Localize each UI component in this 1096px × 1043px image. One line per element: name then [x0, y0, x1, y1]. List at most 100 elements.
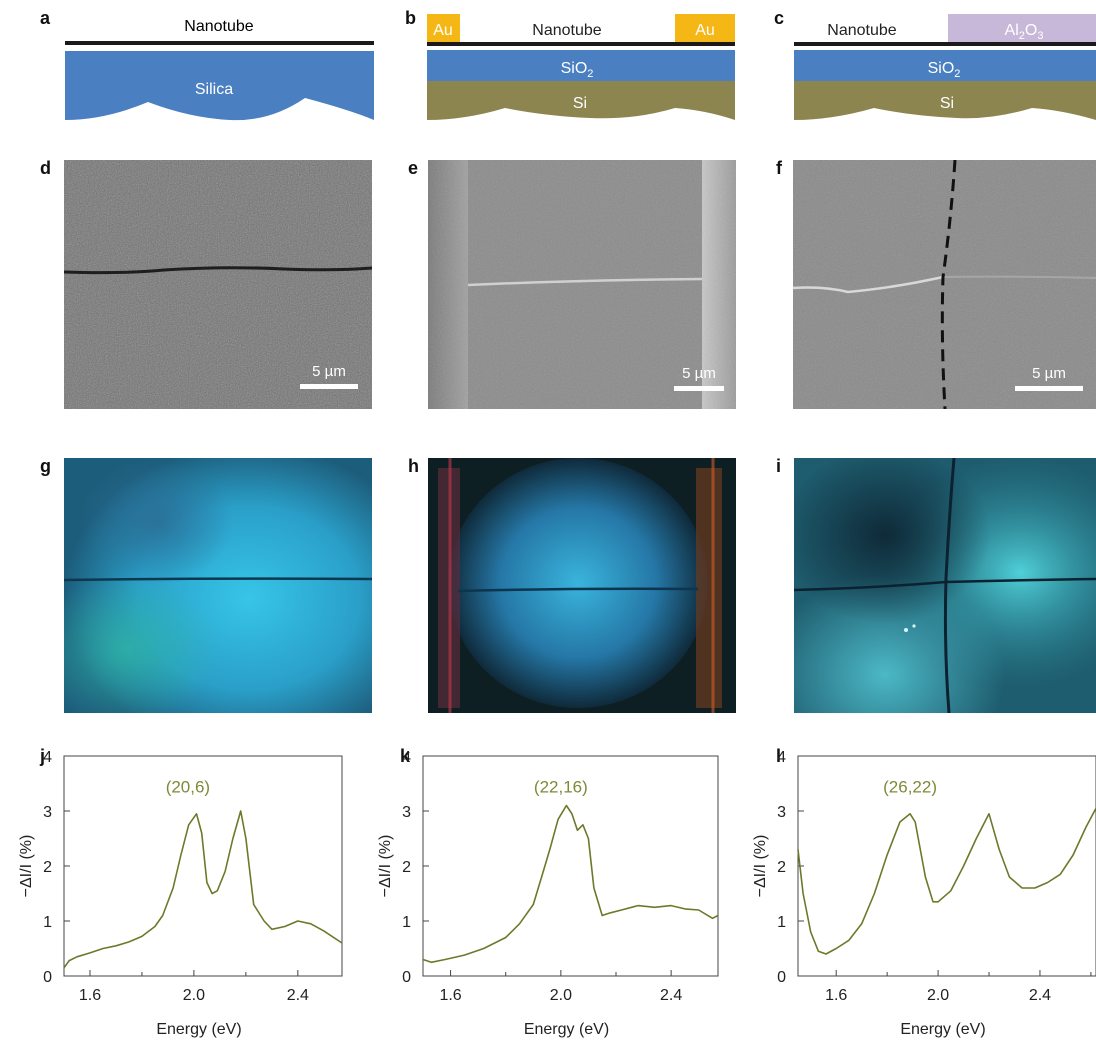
x-tick-label: 2.0: [927, 987, 949, 1004]
panel-label-a: a: [40, 8, 51, 28]
y-axis-label: −ΔI/I (%): [378, 835, 394, 898]
x-tick-label: 1.6: [825, 987, 847, 1004]
y-axis-label: −ΔI/I (%): [752, 835, 769, 898]
spectrum-chart-j: 0 1 2 3 4 1.6 2.0 2.4 Energy (eV) −ΔI/I (%) (20,6): [18, 749, 343, 1038]
scale-bar-label: 5 µm: [1032, 365, 1066, 382]
x-axis-label: Energy (eV): [524, 1021, 609, 1038]
nanotube-label: Nanotube: [532, 22, 601, 39]
schematic-b: Au Au Nanotube SiO2 Si: [427, 14, 735, 120]
y-tick-label: 3: [402, 804, 411, 821]
silica-substrate: [65, 51, 374, 121]
x-tick-label: 2.0: [550, 987, 572, 1004]
y-tick-label: 4: [43, 749, 52, 766]
x-axis-label: Energy (eV): [900, 1021, 985, 1038]
au-contact-left: [427, 14, 460, 44]
al2o3-label: Al2O3: [1005, 22, 1044, 42]
x-tick-label: 1.6: [79, 987, 101, 1004]
nanotube-trace-covered: [942, 275, 1096, 279]
sio2-layer: [794, 50, 1096, 81]
spectrum-line: [797, 807, 1096, 955]
panel-label-j: j: [40, 746, 46, 766]
spectrum-chart-l: 0 1 2 3 4 1.6 2.0 2.4 Energy (eV) −ΔI/I (%) (26,22…: [752, 749, 1096, 1038]
sio2-label: SiO2: [928, 60, 961, 80]
sio2-layer: [427, 50, 735, 81]
al2o3-boundary-line: [940, 160, 957, 409]
x-tick-label: 2.0: [183, 987, 205, 1004]
nanotube-label: Nanotube: [184, 18, 253, 35]
y-tick-label: 0: [43, 969, 52, 986]
silica-label: Silica: [195, 81, 233, 98]
y-tick-label: 2: [43, 859, 52, 876]
teal-region: [64, 458, 372, 713]
sem-image-e: 5 µm: [428, 160, 736, 409]
nanotube-trace: [64, 577, 372, 582]
x-tick-label: 2.4: [1029, 987, 1051, 1004]
si-layer: [794, 81, 1096, 120]
bright-spot: [912, 624, 916, 628]
spectrum-chart-k: 0 1 2 3 4 1.6 2.0 2.4 Energy (eV) −ΔI/I (%) (22,16…: [378, 749, 719, 1038]
nanotube-trace-bare: [793, 275, 944, 294]
y-tick-label: 4: [402, 749, 411, 766]
nanotube-trace: [64, 266, 372, 275]
panel-label-b: b: [405, 8, 416, 28]
sem-image-f: 5 µm: [793, 160, 1096, 409]
optical-image-g: [64, 458, 372, 713]
scale-bar: [674, 386, 724, 391]
si-layer: [427, 81, 735, 120]
au-right-label: Au: [695, 22, 715, 39]
schematic-a: Nanotube Silica: [65, 18, 374, 121]
electrode-edge-right: [696, 468, 722, 708]
nanotube-trace: [467, 277, 703, 287]
nanotube-trace: [457, 587, 699, 593]
sem-image-d: 5 µm: [64, 160, 372, 409]
panel-label-f: f: [776, 158, 782, 178]
scale-bar-label: 5 µm: [682, 365, 716, 382]
optical-image-h: [428, 458, 736, 713]
y-tick-label: 1: [402, 914, 411, 931]
plot-frame: [797, 755, 1096, 977]
x-axis-label: Energy (eV): [156, 1021, 241, 1038]
au-contact-right: [675, 14, 735, 44]
nanotube-label: Nanotube: [827, 22, 896, 39]
y-tick-label: 0: [777, 969, 786, 986]
x-tick-label: 2.4: [287, 987, 309, 1004]
optical-image-i: [794, 458, 1096, 713]
y-tick-label: 3: [43, 804, 52, 821]
scale-bar: [300, 384, 358, 389]
y-tick-label: 4: [777, 749, 786, 766]
si-label: Si: [940, 95, 954, 112]
panel-label-h: h: [408, 456, 419, 476]
y-tick-label: 0: [402, 969, 411, 986]
al2o3-cover: [948, 14, 1096, 44]
y-tick-label: 2: [402, 859, 411, 876]
panel-label-g: g: [40, 456, 51, 476]
y-tick-label: 1: [43, 914, 52, 931]
nanotube-trace: [794, 577, 1096, 592]
spectrum-line: [422, 804, 719, 964]
scale-bar-label: 5 µm: [312, 363, 346, 380]
bright-spot: [904, 628, 908, 632]
panel-label-k: k: [400, 746, 411, 766]
panel-label-c: c: [774, 8, 785, 28]
chirality-annotation: (26,22): [883, 777, 937, 796]
panel-label-e: e: [408, 158, 419, 178]
schematic-c: Nanotube Al2O3 SiO2 Si: [794, 14, 1096, 120]
illumination: [448, 458, 708, 708]
au-left-label: Au: [433, 22, 453, 39]
y-axis-label: −ΔI/I (%): [18, 835, 35, 898]
spectrum-line: [63, 810, 343, 969]
y-tick-label: 2: [777, 859, 786, 876]
y-tick-label: 1: [777, 914, 786, 931]
si-label: Si: [573, 95, 587, 112]
panel-label-d: d: [40, 158, 51, 178]
sem-noise: [793, 160, 1096, 409]
panel-label-l: l: [776, 746, 782, 766]
y-tick-label: 3: [777, 804, 786, 821]
scale-bar: [1015, 386, 1083, 391]
sem-noise: [64, 160, 372, 409]
chirality-annotation: (22,16): [534, 777, 588, 796]
x-tick-label: 2.4: [660, 987, 682, 1004]
sio2-label: SiO2: [561, 60, 594, 80]
chirality-annotation: (20,6): [166, 777, 210, 796]
x-tick-label: 1.6: [439, 987, 461, 1004]
